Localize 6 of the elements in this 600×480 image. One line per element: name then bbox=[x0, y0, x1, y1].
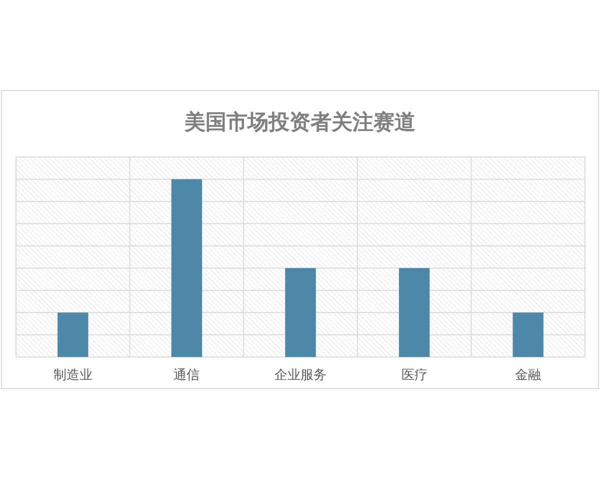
x-tick-label: 企业服务 bbox=[274, 368, 326, 383]
chart-title: 美国市场投资者关注赛道 bbox=[184, 110, 416, 134]
x-tick-label: 医疗 bbox=[401, 368, 428, 383]
x-tick-label: 金融 bbox=[515, 368, 542, 383]
x-tick-label: 制造业 bbox=[53, 368, 92, 383]
x-tick-label: 通信 bbox=[174, 368, 200, 383]
